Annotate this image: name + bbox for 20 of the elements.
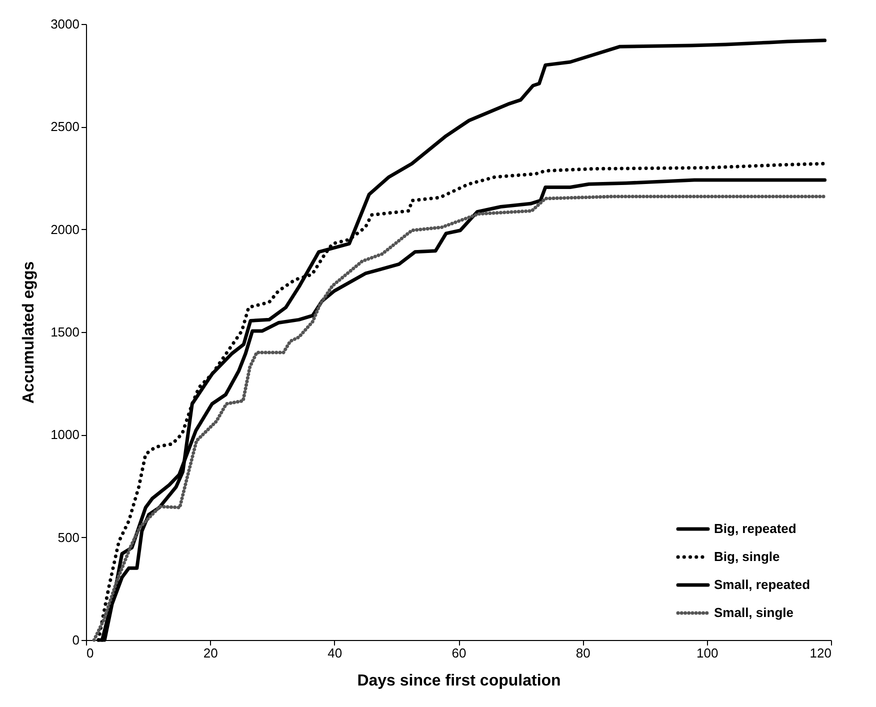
legend-label: Small, repeated [714, 577, 810, 592]
x-tick-label: 40 [328, 646, 342, 660]
legend-label: Big, repeated [714, 521, 796, 536]
x-axis-title: Days since first copulation [357, 672, 561, 690]
y-tick-label: 0 [72, 632, 80, 648]
y-tick-label: 1000 [50, 427, 80, 442]
x-tick-label: 100 [696, 646, 718, 660]
y-tick-label: 2000 [50, 222, 80, 237]
y-tick-label: 500 [58, 530, 80, 545]
legend-label: Small, single [714, 605, 794, 620]
x-tick-label: 80 [576, 646, 590, 660]
x-tick-label: 120 [810, 646, 832, 660]
legend-label: Big, single [714, 549, 780, 564]
y-tick-label: 1500 [50, 324, 80, 340]
y-axis-title: Accumulated eggs [20, 261, 38, 404]
x-tick-label: 60 [452, 646, 466, 660]
y-tick-label: 2500 [50, 119, 80, 134]
x-tick-label: 20 [203, 646, 218, 660]
y-tick-label: 3000 [50, 16, 80, 32]
x-tick-label: 0 [86, 646, 94, 660]
